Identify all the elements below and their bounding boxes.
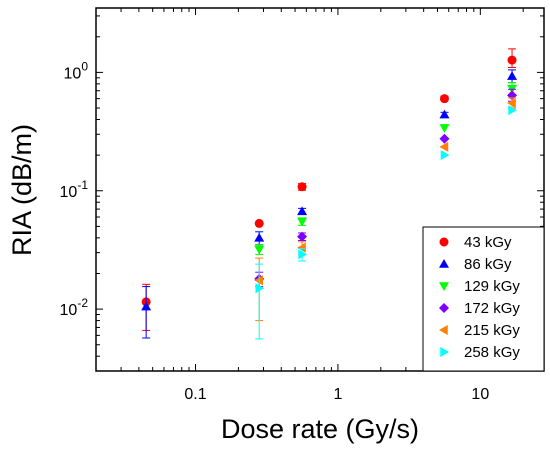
legend-label: 129 kGy [464,278,520,295]
data-point [439,94,449,104]
y-tick-label: 10-2 [60,296,89,319]
x-tick-label: 0.1 [184,386,206,403]
data-point [297,231,308,242]
legend-marker [440,347,449,357]
legend-label: 172 kGy [464,300,520,317]
legend-item: 258 kGy [440,344,520,361]
series-258-kgy [255,105,518,340]
y-axis-title: RIA (dB/m) [7,124,37,256]
legend-marker [439,303,449,313]
data-point [507,71,518,80]
y-tick-label: 10-1 [60,178,89,201]
data-point [141,301,152,311]
data-point [439,109,450,119]
x-axis-tick-labels: 0.1 1 10 [184,386,489,403]
legend-label: 215 kGy [464,322,520,339]
data-point [507,55,517,65]
legend-marker [439,325,448,335]
legend: 43 kGy 86 kGy 129 kGy 172 kGy 215 kGy 258 kGy [422,226,545,372]
series-layer [141,48,518,340]
data-point [254,245,265,255]
x-axis-title: Dose rate (Gy/s) [221,414,419,444]
legend-box [422,226,545,372]
data-point [297,206,308,216]
y-tick-label: 100 [64,59,89,82]
y-axis-tick-labels: 10-2 10-1 100 [60,59,89,319]
data-point [439,141,449,152]
data-point [297,217,308,227]
data-point [255,283,265,294]
legend-item: 172 kGy [439,300,520,317]
data-point [254,218,264,228]
legend-item: 43 kGy [439,234,512,251]
legend-item: 86 kGy [439,256,512,273]
data-point [254,232,265,242]
data-point [297,182,307,192]
data-point [298,249,308,260]
data-point [297,242,306,253]
legend-item: 129 kGy [439,278,520,295]
legend-items: 43 kGy 86 kGy 129 kGy 172 kGy 215 kGy 258 kGy [439,234,520,361]
data-point [439,124,450,133]
data-point [440,150,450,161]
data-point [439,133,450,144]
x-tick-label: 10 [471,386,489,403]
legend-marker [439,282,449,291]
legend-marker [439,259,449,268]
x-tick-label: 1 [333,386,342,403]
legend-label: 258 kGy [464,344,520,361]
data-point [254,275,263,286]
legend-label: 43 kGy [464,234,512,251]
data-point [507,98,516,109]
series-43-kgy [141,48,517,331]
legend-label: 86 kGy [464,256,512,273]
legend-item: 215 kGy [439,322,520,339]
data-point [508,105,518,116]
legend-marker [439,237,449,247]
